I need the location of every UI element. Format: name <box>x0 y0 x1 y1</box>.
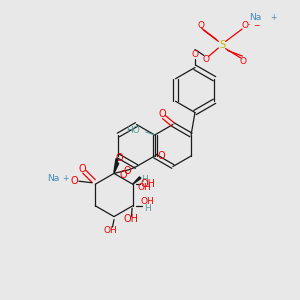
Text: OH: OH <box>141 197 154 206</box>
Text: −: − <box>253 21 259 30</box>
Polygon shape <box>114 163 119 173</box>
Text: OH: OH <box>124 214 139 224</box>
Text: HO: HO <box>126 126 140 135</box>
Text: OH: OH <box>103 226 117 235</box>
Text: O: O <box>202 56 209 64</box>
Text: Na: Na <box>47 174 59 183</box>
Text: OH: OH <box>137 183 151 192</box>
Text: Na: Na <box>249 14 261 22</box>
Text: O: O <box>191 50 199 58</box>
Text: O: O <box>158 151 165 161</box>
Text: O: O <box>197 21 205 30</box>
Text: H: H <box>144 204 151 213</box>
Text: O: O <box>79 164 86 174</box>
Text: O: O <box>239 57 247 66</box>
Text: H: H <box>141 175 148 184</box>
Text: OH: OH <box>140 179 155 189</box>
Text: O: O <box>70 176 78 186</box>
Text: O: O <box>241 21 248 30</box>
Text: O: O <box>159 109 166 119</box>
Text: +: + <box>270 14 276 22</box>
Text: O: O <box>119 170 127 180</box>
Text: O: O <box>116 153 123 164</box>
Text: S: S <box>219 40 225 50</box>
Polygon shape <box>114 159 118 172</box>
Text: +: + <box>62 174 68 183</box>
Text: O: O <box>124 166 131 176</box>
Polygon shape <box>133 177 141 184</box>
